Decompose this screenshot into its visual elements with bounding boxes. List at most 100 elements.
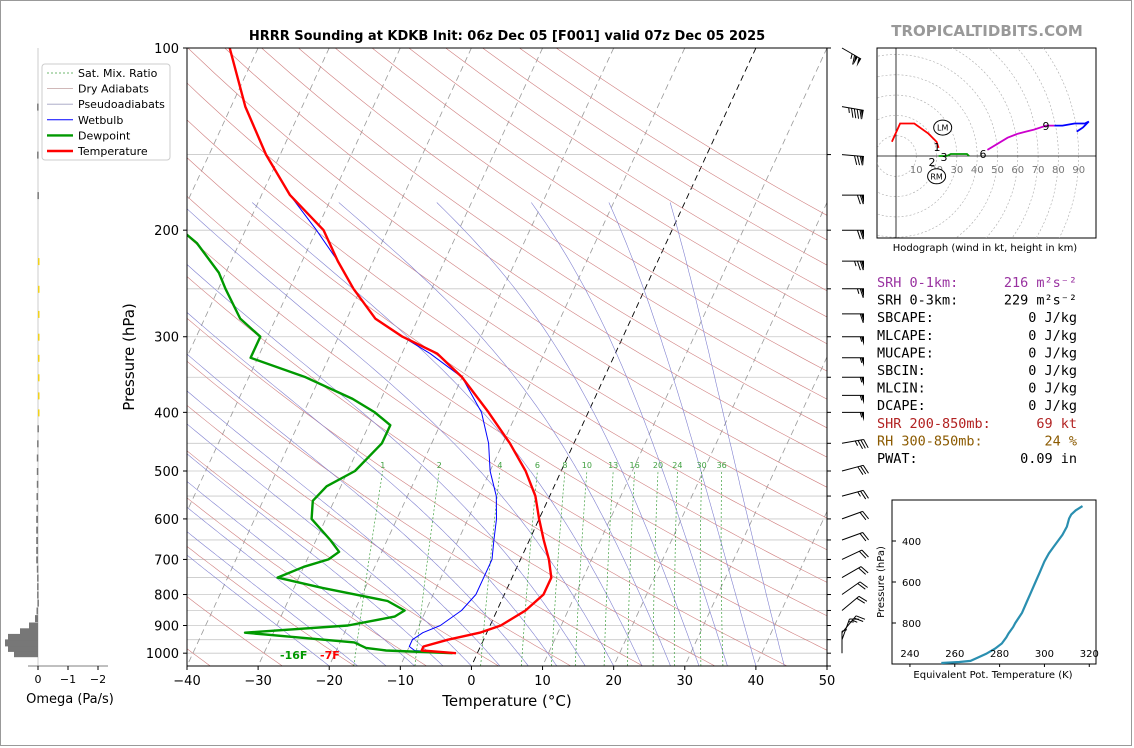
index-value: 0 J/kg: [1028, 310, 1077, 326]
thetae-y-tick-label: 600: [902, 578, 921, 589]
moist-adiabat: [187, 208, 614, 666]
omega-bar: [38, 333, 40, 341]
x-tick-label: −40: [173, 674, 200, 689]
wind-barb: [841, 629, 848, 654]
barb-full: [860, 439, 866, 449]
thetae-line: [941, 505, 1084, 665]
thetae-border: [891, 499, 1097, 665]
omega-bar: [5, 639, 38, 647]
omega-bar: [36, 515, 38, 523]
mixing-ratio-label: 20: [653, 461, 663, 470]
omega-tick-label: −1: [60, 673, 76, 686]
omega-bar: [38, 392, 40, 400]
index-label: DCAPE:: [877, 398, 926, 414]
thetae-xlabel: Equivalent Pot. Temperature (K): [913, 670, 1072, 681]
wind-barbs: [841, 47, 869, 654]
barb-half: [859, 336, 863, 342]
mixing-ratio-line: [720, 470, 724, 666]
surface-dewpoint-label: -16F: [280, 649, 307, 662]
legend: Sat. Mix. Ratio Dry Adiabats Pseudoadiabat…: [41, 63, 171, 161]
wind-barb: [842, 260, 864, 271]
omega-bar: [37, 425, 39, 433]
mixing-ratio-line: [699, 470, 702, 666]
barb-full: [856, 597, 866, 604]
moist-adiabat: [187, 554, 330, 666]
index-label: SRH 0-3km:: [877, 293, 958, 309]
dry-adiabat: [224, 48, 827, 458]
moist-adiabat: [187, 531, 358, 666]
barb-flag: [861, 156, 864, 166]
dry-adiabat: [187, 317, 716, 666]
index-value: 69 kt: [1036, 416, 1077, 432]
barb-shaft: [841, 510, 863, 520]
height-label: 3: [941, 151, 948, 164]
height-label: 2: [929, 156, 936, 169]
wind-barb: [841, 106, 864, 120]
range-ring-label: 50: [991, 165, 1004, 176]
wind-barb: [841, 595, 868, 611]
wind-barb: [841, 581, 868, 595]
moist-adiabat: [531, 202, 728, 666]
omega-bar: [20, 628, 38, 636]
dewpoint-line: [187, 233, 453, 655]
barb-full: [859, 194, 864, 205]
omega-bar: [37, 151, 39, 159]
skewt-ylabel: Pressure (hPa): [120, 303, 138, 411]
barb-full: [860, 566, 869, 574]
y-tick-label: 100: [154, 42, 179, 57]
skewt-plot-area: 1 2 4 6 8 10 13 16 20 24 30 36: [187, 48, 827, 666]
barb-half: [841, 629, 848, 632]
chart-title: HRRR Sounding at KDKB Init: 06z Dec 05 […: [249, 29, 765, 44]
omega-bar: [38, 354, 40, 362]
isotherm: [542, 48, 827, 666]
y-tick-label: 900: [154, 619, 179, 634]
wind-barb: [841, 154, 864, 166]
mixing-ratio-line: [414, 470, 440, 666]
isotherm: [399, 48, 686, 666]
index-label: MLCAPE:: [877, 328, 934, 344]
dry-adiabat: [298, 48, 827, 400]
index-label: SHR 200-850mb:: [877, 416, 991, 432]
moist-adiabat: [187, 506, 387, 666]
omega-bar: [35, 615, 38, 623]
omega-bar: [36, 556, 38, 564]
barb-shaft: [841, 596, 860, 611]
thetae-panel: 240 260 280 300 320 400 600 800: [892, 505, 1099, 667]
wind-barb: [841, 532, 869, 542]
barb-full: [857, 466, 864, 475]
omega-bar: [36, 468, 39, 475]
thetae-x-tick-label: 300: [1035, 649, 1054, 660]
barb-full: [854, 617, 864, 622]
x-tick-label: 20: [605, 674, 622, 689]
height-label: 6: [980, 148, 987, 161]
mixing-ratio-label: 30: [697, 461, 707, 470]
y-tick-label: 500: [154, 465, 179, 480]
omega-bar: [37, 192, 39, 200]
omega-bar: [36, 493, 38, 501]
barb-shaft: [841, 489, 864, 497]
barb-full: [862, 511, 869, 520]
range-ring-label: 90: [1072, 165, 1085, 176]
barb-half: [859, 377, 863, 383]
index-label: PWAT:: [877, 451, 918, 467]
moist-adiabat: [436, 202, 700, 666]
range-ring-label: 40: [971, 165, 984, 176]
range-ring-label: 70: [1032, 165, 1045, 176]
barb-shaft: [841, 581, 861, 595]
barb-shaft: [841, 532, 863, 541]
barb-full: [857, 583, 866, 590]
mixing-ratio-line: [521, 470, 538, 666]
x-tick-label: 40: [748, 674, 765, 689]
barb-full: [859, 288, 864, 298]
legend-entry: Sat. Mix. Ratio: [78, 67, 158, 80]
dry-adiabat: [261, 48, 827, 429]
y-tick-label: 1000: [146, 647, 179, 662]
omega-xlabel: Omega (Pa/s): [26, 692, 114, 707]
moist-adiabat: [252, 202, 643, 666]
barb-full: [857, 440, 863, 450]
wind-barb: [842, 229, 864, 240]
barb-full: [852, 55, 856, 65]
hodograph-title: Hodograph (wind in kt, height in km): [893, 243, 1078, 254]
